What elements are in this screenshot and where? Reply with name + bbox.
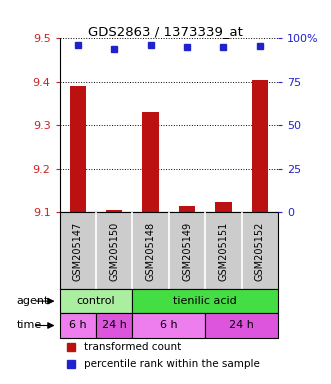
Bar [215,202,232,212]
Bar [179,206,195,212]
Text: percentile rank within the sample: percentile rank within the sample [84,359,260,369]
Text: GSM205147: GSM205147 [73,222,83,281]
Text: GSM205149: GSM205149 [182,222,192,281]
Bar [60,313,96,338]
Bar [205,313,278,338]
Text: GDS2863 / 1373339_at: GDS2863 / 1373339_at [88,25,243,38]
Bar [142,113,159,212]
Text: GSM205151: GSM205151 [218,222,228,281]
Text: 24 h: 24 h [229,321,254,331]
Text: GSM205150: GSM205150 [109,222,119,281]
Bar [70,86,86,212]
Bar [96,313,132,338]
Text: tienilic acid: tienilic acid [173,296,237,306]
Text: time: time [17,321,42,331]
Bar [106,210,122,212]
Text: transformed count: transformed count [84,343,181,353]
Text: 6 h: 6 h [160,321,178,331]
Text: agent: agent [17,296,49,306]
Text: GSM205152: GSM205152 [255,222,265,281]
Bar [60,289,132,313]
Text: 24 h: 24 h [102,321,127,331]
Bar [252,80,268,212]
Text: control: control [77,296,115,306]
Text: GSM205148: GSM205148 [146,222,156,281]
Bar [132,313,205,338]
Text: 6 h: 6 h [69,321,87,331]
Bar [132,289,278,313]
